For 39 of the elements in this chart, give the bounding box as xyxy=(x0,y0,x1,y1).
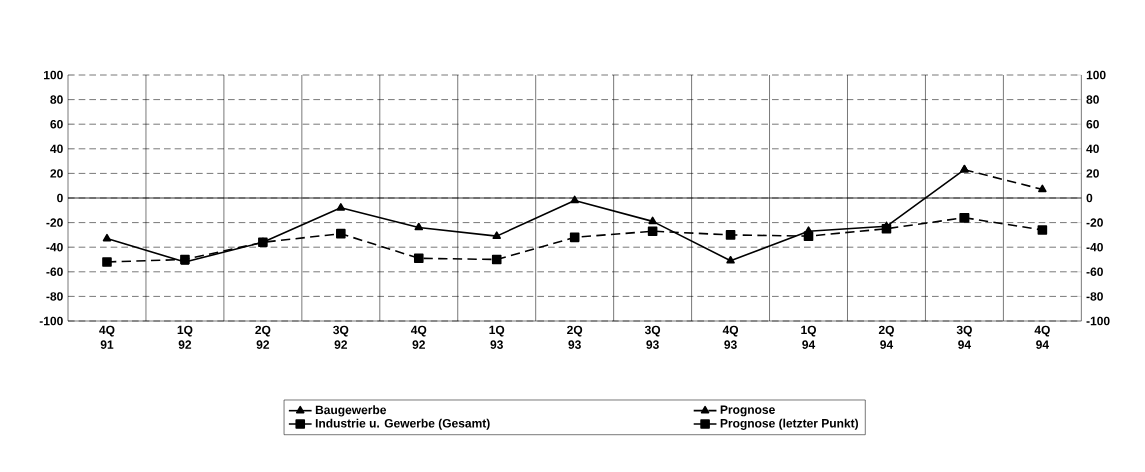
x-tick-label: 1Q 92 xyxy=(177,325,193,349)
x-tick-label: 2Q 94 xyxy=(878,325,894,349)
x-tick-label: 4Q 93 xyxy=(722,325,739,349)
legend-label: Baugewerbe xyxy=(315,405,387,417)
x-tick-label: 1Q 94 xyxy=(801,325,817,349)
x-tick-label: 4Q 91 xyxy=(99,325,115,349)
y2-tick-label: 100 xyxy=(44,70,63,80)
y-tick-label: 40 xyxy=(1086,144,1099,154)
x-tick-label: 3Q 94 xyxy=(956,325,972,349)
x-tick-label: 3Q 92 xyxy=(333,325,349,349)
y2-tick-label: 40 xyxy=(50,144,63,154)
y2-tick-label: -60 xyxy=(46,267,63,277)
x-tick-label: 3Q 93 xyxy=(644,325,661,349)
y-tick-label: -20 xyxy=(1086,218,1103,227)
y-tick-label: 20 xyxy=(1086,169,1099,178)
y2-tick-label: 80 xyxy=(50,95,63,104)
y2-tick-label: 60 xyxy=(50,119,63,129)
y-tick-label: -60 xyxy=(1086,267,1103,277)
y-tick-label: 100 xyxy=(1086,70,1106,80)
y2-tick-label: -80 xyxy=(46,292,63,301)
y2-tick-label: 0 xyxy=(57,193,63,203)
y-tick-label: 80 xyxy=(1086,95,1099,104)
y2-tick-label: -100 xyxy=(39,316,63,326)
y-tick-label: -40 xyxy=(1086,242,1103,252)
legend-label: Prognose (letzter Punkt) xyxy=(720,418,859,430)
y2-tick-label: -20 xyxy=(46,218,63,227)
y-tick-label: -100 xyxy=(1086,316,1110,326)
x-tick-label: 2Q 92 xyxy=(255,325,271,349)
legend-label: Industrie u. Gewerbe (Gesamt) xyxy=(315,418,490,430)
y2-tick-label: -40 xyxy=(46,242,63,252)
y-tick-label: 60 xyxy=(1086,119,1099,129)
y2-tick-label: 20 xyxy=(50,169,63,178)
x-tick-label: 4Q 94 xyxy=(1034,325,1050,349)
legend-label: Prognose xyxy=(720,405,775,417)
y-tick-label: -80 xyxy=(1086,292,1103,301)
x-tick-label: 1Q 93 xyxy=(489,325,505,349)
x-tick-label: 4Q 92 xyxy=(410,325,427,349)
x-tick-label: 2Q 93 xyxy=(567,325,583,349)
y-tick-label: 0 xyxy=(1086,193,1093,203)
